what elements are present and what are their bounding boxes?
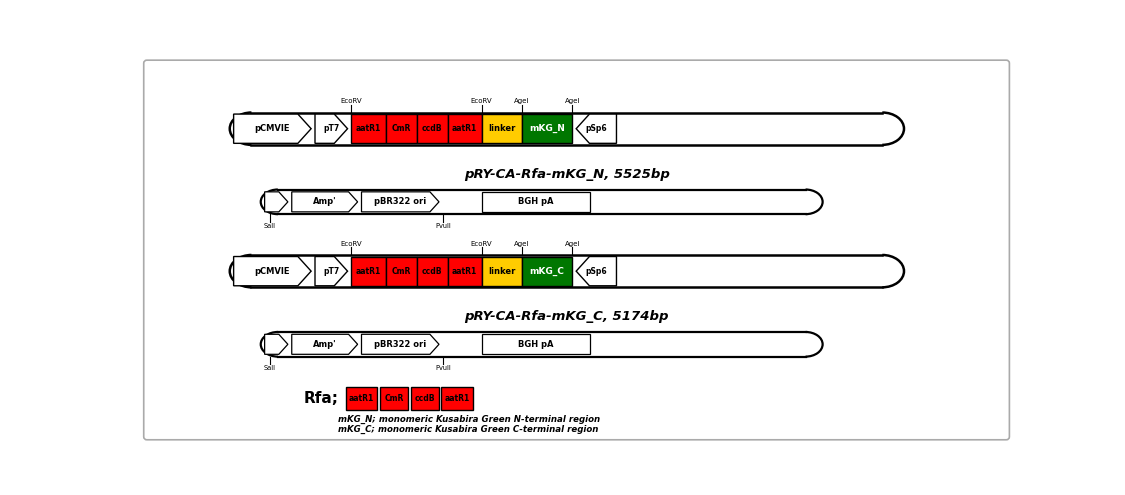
Text: Amp': Amp' bbox=[313, 340, 336, 349]
Text: linker: linker bbox=[488, 267, 515, 276]
Text: linker: linker bbox=[488, 124, 515, 133]
Text: pT7: pT7 bbox=[323, 124, 340, 133]
Bar bbox=[522, 256, 573, 286]
Text: mKG_N: mKG_N bbox=[529, 124, 565, 133]
FancyBboxPatch shape bbox=[482, 334, 591, 354]
Text: aatR1: aatR1 bbox=[356, 267, 381, 276]
Text: aatR1: aatR1 bbox=[349, 394, 375, 403]
Polygon shape bbox=[264, 334, 288, 354]
Text: pSp6: pSp6 bbox=[585, 267, 608, 276]
Bar bbox=[441, 387, 472, 410]
Polygon shape bbox=[361, 334, 439, 354]
Polygon shape bbox=[315, 256, 348, 286]
Bar bbox=[522, 114, 573, 144]
Bar bbox=[380, 387, 408, 410]
Text: pCMVIE: pCMVIE bbox=[254, 124, 290, 133]
Bar bbox=[411, 387, 439, 410]
Polygon shape bbox=[576, 114, 616, 144]
Bar bbox=[351, 114, 386, 144]
Text: SalI: SalI bbox=[264, 365, 276, 371]
Text: pT7: pT7 bbox=[323, 267, 340, 276]
Text: BGH pA: BGH pA bbox=[519, 340, 554, 349]
Bar bbox=[386, 256, 416, 286]
Text: AgeI: AgeI bbox=[565, 241, 580, 247]
Text: AgeI: AgeI bbox=[565, 98, 580, 104]
FancyBboxPatch shape bbox=[144, 60, 1009, 440]
Polygon shape bbox=[234, 256, 312, 286]
Text: pRY-CA-Rfa-mKG_N, 5525bp: pRY-CA-Rfa-mKG_N, 5525bp bbox=[464, 168, 669, 181]
Text: aatR1: aatR1 bbox=[452, 267, 477, 276]
Text: SalI: SalI bbox=[264, 223, 276, 229]
Polygon shape bbox=[291, 192, 358, 212]
Text: mKG_C: mKG_C bbox=[530, 267, 565, 276]
Text: AgeI: AgeI bbox=[514, 98, 530, 104]
Text: PvuII: PvuII bbox=[435, 365, 451, 371]
Text: ccdB: ccdB bbox=[422, 267, 442, 276]
Bar bbox=[482, 114, 522, 144]
Bar bbox=[416, 256, 448, 286]
Bar bbox=[346, 387, 377, 410]
Text: pRY-CA-Rfa-mKG_C, 5174bp: pRY-CA-Rfa-mKG_C, 5174bp bbox=[465, 310, 669, 323]
Text: pBR322 ori: pBR322 ori bbox=[375, 198, 426, 206]
Polygon shape bbox=[361, 192, 439, 212]
Polygon shape bbox=[264, 192, 288, 212]
Text: ccdB: ccdB bbox=[414, 394, 435, 403]
Text: PvuII: PvuII bbox=[435, 223, 451, 229]
Text: EcoRV: EcoRV bbox=[470, 98, 493, 104]
Bar bbox=[448, 114, 481, 144]
Text: CmR: CmR bbox=[392, 124, 411, 133]
Polygon shape bbox=[315, 114, 348, 144]
Bar bbox=[482, 256, 522, 286]
Polygon shape bbox=[234, 114, 312, 144]
Text: mKG_C; monomeric Kusabira Green C-terminal region: mKG_C; monomeric Kusabira Green C-termin… bbox=[339, 424, 598, 434]
Bar bbox=[448, 256, 481, 286]
Text: aatR1: aatR1 bbox=[452, 124, 477, 133]
Text: pCMVIE: pCMVIE bbox=[254, 267, 290, 276]
Polygon shape bbox=[291, 334, 358, 354]
Text: EcoRV: EcoRV bbox=[470, 241, 493, 247]
Text: mKG_N; monomeric Kusabira Green N-terminal region: mKG_N; monomeric Kusabira Green N-termin… bbox=[339, 414, 601, 424]
Bar bbox=[351, 256, 386, 286]
Text: EcoRV: EcoRV bbox=[341, 241, 362, 247]
Text: EcoRV: EcoRV bbox=[341, 98, 362, 104]
Bar bbox=[386, 114, 416, 144]
Text: CmR: CmR bbox=[392, 267, 411, 276]
Text: aatR1: aatR1 bbox=[356, 124, 381, 133]
Text: aatR1: aatR1 bbox=[444, 394, 470, 403]
Text: AgeI: AgeI bbox=[514, 241, 530, 247]
Polygon shape bbox=[576, 256, 616, 286]
Text: BGH pA: BGH pA bbox=[519, 198, 554, 206]
Text: pBR322 ori: pBR322 ori bbox=[375, 340, 426, 349]
Text: CmR: CmR bbox=[385, 394, 404, 403]
FancyBboxPatch shape bbox=[482, 192, 591, 212]
Text: pSp6: pSp6 bbox=[585, 124, 608, 133]
Text: Amp': Amp' bbox=[313, 198, 336, 206]
Bar bbox=[416, 114, 448, 144]
Text: Rfa;: Rfa; bbox=[304, 391, 339, 406]
Text: ccdB: ccdB bbox=[422, 124, 442, 133]
